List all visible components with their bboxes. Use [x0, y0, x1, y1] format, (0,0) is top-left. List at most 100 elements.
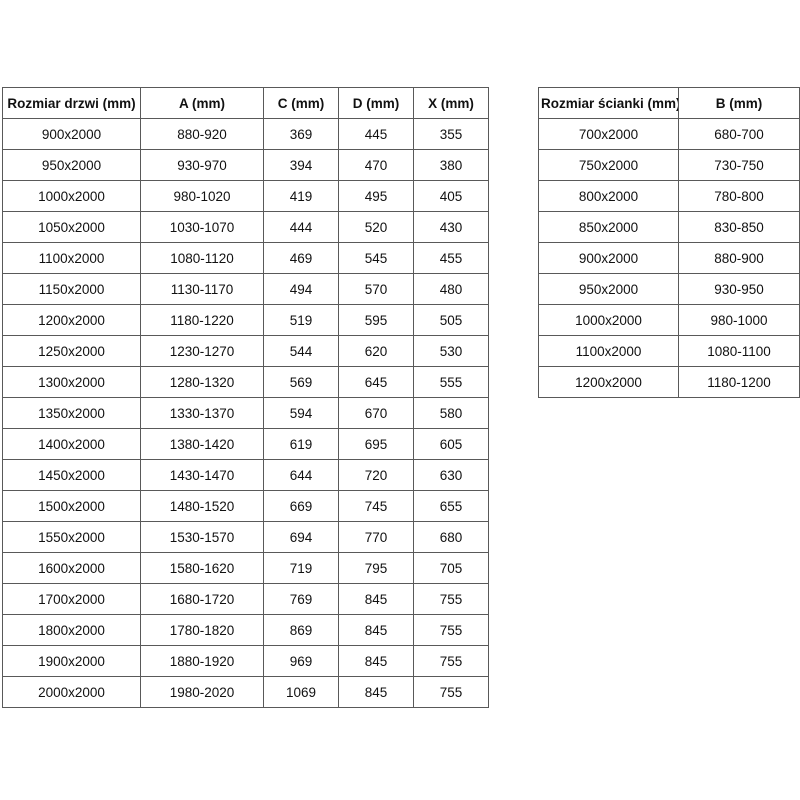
table-cell: 730-750: [678, 149, 800, 181]
table-cell: 1350x2000: [2, 397, 141, 429]
table-cell: 1700x2000: [2, 583, 141, 615]
table-cell: 695: [338, 428, 414, 460]
table-cell: 1250x2000: [2, 335, 141, 367]
table-cell: 845: [338, 614, 414, 646]
table-cell: 394: [263, 149, 339, 181]
table-row: 1400x2000 1380-1420 619 695 605: [2, 428, 489, 460]
table-cell: 980-1020: [140, 180, 264, 212]
table-cell: 480: [413, 273, 489, 305]
table-cell: 1380-1420: [140, 428, 264, 460]
column-header: Rozmiar ścianki (mm): [538, 87, 679, 119]
table-cell: 594: [263, 397, 339, 429]
table-cell: 880-920: [140, 118, 264, 150]
table-cell: 555: [413, 366, 489, 398]
table-cell: 1480-1520: [140, 490, 264, 522]
table-cell: 569: [263, 366, 339, 398]
table-cell: 530: [413, 335, 489, 367]
table-cell: 1180-1220: [140, 304, 264, 336]
table-cell: 1200x2000: [2, 304, 141, 336]
table-row: 1050x2000 1030-1070 444 520 430: [2, 211, 489, 243]
table-cell: 544: [263, 335, 339, 367]
table-cell: 880-900: [678, 242, 800, 274]
table-cell: 1080-1120: [140, 242, 264, 274]
table-cell: 495: [338, 180, 414, 212]
table-cell: 580: [413, 397, 489, 429]
table-cell: 455: [413, 242, 489, 274]
table-row: 1300x2000 1280-1320 569 645 555: [2, 366, 489, 398]
table-cell: 755: [413, 676, 489, 708]
column-header: C (mm): [263, 87, 339, 119]
table-row: 1800x2000 1780-1820 869 845 755: [2, 614, 489, 646]
table-row: 850x2000 830-850: [538, 211, 800, 243]
table-row: 1150x2000 1130-1170 494 570 480: [2, 273, 489, 305]
table-cell: 705: [413, 552, 489, 584]
table-row: 700x2000 680-700: [538, 118, 800, 150]
table-row: 800x2000 780-800: [538, 180, 800, 212]
wall-size-table: Rozmiar ścianki (mm) B (mm) 700x2000 680-70…: [538, 87, 800, 398]
table-cell: 655: [413, 490, 489, 522]
table-cell: 380: [413, 149, 489, 181]
table-cell: 1200x2000: [538, 366, 679, 398]
table-row: 950x2000 930-970 394 470 380: [2, 149, 489, 181]
table-cell: 419: [263, 180, 339, 212]
table-cell: 545: [338, 242, 414, 274]
table-cell: 930-950: [678, 273, 800, 305]
table-cell: 1500x2000: [2, 490, 141, 522]
table-cell: 519: [263, 304, 339, 336]
table-cell: 1080-1100: [678, 335, 800, 367]
table-header-row: Rozmiar drzwi (mm) A (mm) C (mm) D (mm) X (m…: [2, 87, 489, 119]
table-cell: 755: [413, 583, 489, 615]
table-cell: 700x2000: [538, 118, 679, 150]
table-cell: 494: [263, 273, 339, 305]
table-cell: 1900x2000: [2, 645, 141, 677]
table-cell: 800x2000: [538, 180, 679, 212]
table-cell: 830-850: [678, 211, 800, 243]
table-cell: 1980-2020: [140, 676, 264, 708]
table-cell: 469: [263, 242, 339, 274]
table-cell: 1300x2000: [2, 366, 141, 398]
table-cell: 795: [338, 552, 414, 584]
table-cell: 769: [263, 583, 339, 615]
column-header: B (mm): [678, 87, 800, 119]
table-cell: 605: [413, 428, 489, 460]
table-cell: 694: [263, 521, 339, 553]
table-cell: 1000x2000: [538, 304, 679, 336]
table-cell: 570: [338, 273, 414, 305]
table-cell: 669: [263, 490, 339, 522]
table-cell: 1069: [263, 676, 339, 708]
table-row: 1350x2000 1330-1370 594 670 580: [2, 397, 489, 429]
table-cell: 470: [338, 149, 414, 181]
table-cell: 520: [338, 211, 414, 243]
table-row: 1000x2000 980-1020 419 495 405: [2, 180, 489, 212]
table-cell: 980-1000: [678, 304, 800, 336]
table-cell: 1550x2000: [2, 521, 141, 553]
table-row: 1550x2000 1530-1570 694 770 680: [2, 521, 489, 553]
table-cell: 1180-1200: [678, 366, 800, 398]
table-cell: 630: [413, 459, 489, 491]
table-cell: 670: [338, 397, 414, 429]
table-cell: 900x2000: [538, 242, 679, 274]
table-cell: 405: [413, 180, 489, 212]
table-cell: 900x2000: [2, 118, 141, 150]
table-cell: 1230-1270: [140, 335, 264, 367]
table-cell: 1430-1470: [140, 459, 264, 491]
table-cell: 1050x2000: [2, 211, 141, 243]
table-row: 750x2000 730-750: [538, 149, 800, 181]
column-header: D (mm): [338, 87, 414, 119]
table-row: 1600x2000 1580-1620 719 795 705: [2, 552, 489, 584]
table-cell: 620: [338, 335, 414, 367]
table-cell: 950x2000: [2, 149, 141, 181]
column-header: Rozmiar drzwi (mm): [2, 87, 141, 119]
table-cell: 644: [263, 459, 339, 491]
column-header: A (mm): [140, 87, 264, 119]
table-cell: 1100x2000: [538, 335, 679, 367]
table-cell: 595: [338, 304, 414, 336]
table-cell: 950x2000: [538, 273, 679, 305]
table-cell: 850x2000: [538, 211, 679, 243]
table-cell: 430: [413, 211, 489, 243]
table-cell: 770: [338, 521, 414, 553]
table-cell: 355: [413, 118, 489, 150]
table-row: 1450x2000 1430-1470 644 720 630: [2, 459, 489, 491]
table-cell: 745: [338, 490, 414, 522]
